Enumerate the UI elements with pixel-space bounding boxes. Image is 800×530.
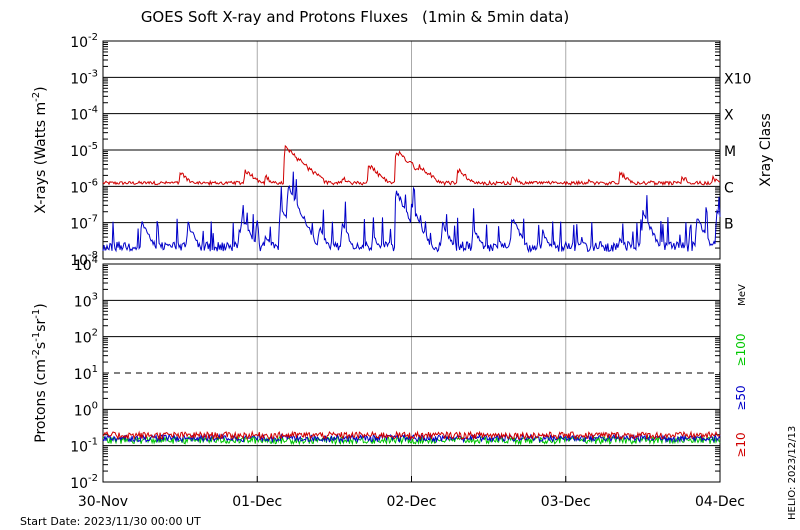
xray-class-label: X10 xyxy=(724,71,751,87)
y-tick-label: 10-4 xyxy=(70,105,98,124)
proton-series xyxy=(102,430,721,441)
energy-unit-label: MeV xyxy=(737,284,748,306)
proton-series-label: ≥100 xyxy=(734,334,748,367)
y-tick-label: 104 xyxy=(74,255,98,274)
proton-panel: 104 103 102 101 100 10-1 10-2 MeV ≥100 ≥50 ≥10 Prot… xyxy=(31,255,748,510)
y-tick-label: 103 xyxy=(74,291,98,310)
y-tick-label: 102 xyxy=(74,328,98,347)
xray-frame xyxy=(102,40,721,260)
xray-class-label: B xyxy=(724,217,734,233)
proton-series-label: ≥50 xyxy=(734,385,748,410)
xray-series-short xyxy=(102,171,721,254)
credit-label: HELIO: 2023/12/13 xyxy=(787,426,798,520)
chart-title: GOES Soft X-ray and Protons Fluxes (1min … xyxy=(141,8,569,26)
y-tick-label: 10-3 xyxy=(70,68,98,87)
y-tick-label: 10-7 xyxy=(70,214,98,233)
y-tick-label: 10-6 xyxy=(70,177,98,196)
proton-series-label: ≥10 xyxy=(734,432,748,457)
y-tick-label: 10-8 xyxy=(70,250,98,269)
start-date: Start Date: 2023/11/30 00:00 UT xyxy=(20,515,201,528)
xray-y-axis-title: X-rays (Watts m-2) xyxy=(31,86,49,213)
xray-class-label: X xyxy=(724,108,734,124)
x-tick-label: 02-Dec xyxy=(387,494,437,510)
xray-class-label: M xyxy=(724,144,736,160)
xray-series-long xyxy=(102,144,721,187)
y-tick-label: 101 xyxy=(74,364,98,383)
y-tick-label: 100 xyxy=(74,400,98,419)
y-tick-label: 10-2 xyxy=(70,32,98,51)
xray-class-label: C xyxy=(724,180,734,196)
x-tick-label: 03-Dec xyxy=(541,494,591,510)
xray-class-axis-title: Xray Class xyxy=(758,113,774,187)
y-tick-label: 10-1 xyxy=(70,437,98,456)
y-tick-label: 10-2 xyxy=(70,473,98,492)
xray-panel: 10-2 10-3 10-4 10-5 10-6 10-7 10-8 X10 X M C B Xray … xyxy=(31,32,774,269)
x-tick-label: 04-Dec xyxy=(695,494,745,510)
proton-series xyxy=(102,434,721,446)
proton-y-axis-title: Protons (cm-2s-1sr-1) xyxy=(31,303,49,442)
x-tick-label: 01-Dec xyxy=(232,494,282,510)
x-tick-label: 30-Nov xyxy=(78,494,128,510)
y-tick-label: 10-5 xyxy=(70,141,98,160)
